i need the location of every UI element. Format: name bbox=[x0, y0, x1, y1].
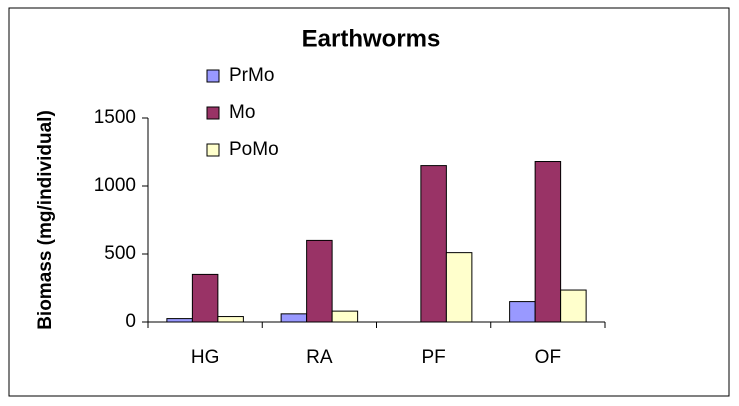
x-tick-label: PF bbox=[421, 347, 445, 368]
y-tick-label: 1500 bbox=[94, 107, 136, 128]
x-tick-label: OF bbox=[535, 347, 561, 368]
legend-label: PoMo bbox=[229, 139, 279, 160]
legend-label: PrMo bbox=[229, 65, 274, 86]
bar bbox=[166, 318, 193, 323]
bar bbox=[560, 289, 587, 323]
bar bbox=[331, 310, 359, 323]
y-tick-label: 500 bbox=[104, 243, 136, 264]
bar bbox=[280, 313, 308, 323]
bar bbox=[534, 161, 562, 323]
y-tick-label: 0 bbox=[125, 311, 136, 332]
legend-swatch bbox=[206, 69, 220, 83]
x-tick-label: RA bbox=[306, 347, 333, 368]
chart-title: Earthworms bbox=[302, 25, 441, 52]
bar bbox=[191, 273, 219, 323]
bar bbox=[217, 316, 244, 323]
bar bbox=[509, 301, 536, 323]
legend-label: Mo bbox=[229, 102, 255, 123]
bar bbox=[445, 252, 473, 323]
y-tick-label: 1000 bbox=[94, 175, 136, 196]
legend-swatch bbox=[206, 106, 220, 120]
x-tick-label: HG bbox=[191, 347, 220, 368]
chart-frame bbox=[8, 7, 730, 397]
y-axis-label: Biomass (mg/individual) bbox=[35, 110, 56, 330]
bar bbox=[306, 239, 333, 323]
legend-swatch bbox=[206, 143, 220, 157]
bar bbox=[420, 165, 447, 323]
